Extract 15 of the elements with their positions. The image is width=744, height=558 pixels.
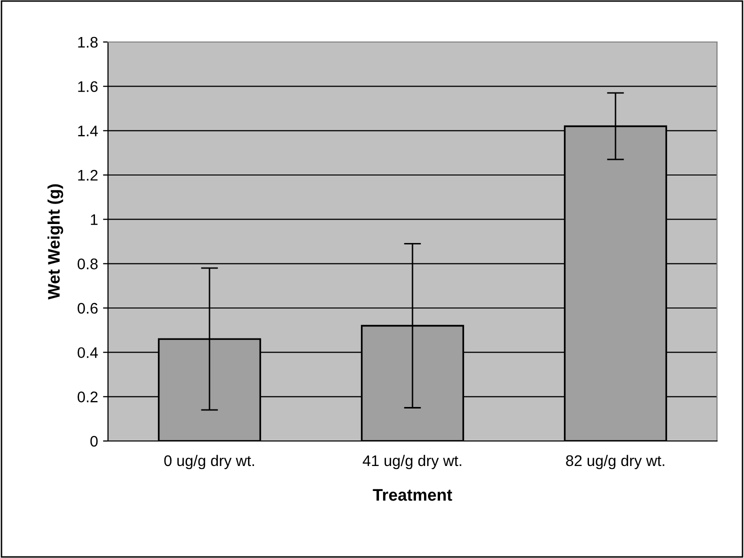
y-tick-label: 1.4 — [78, 126, 98, 136]
y-tick-label: 1 — [90, 214, 98, 225]
y-tick-label: 0.4 — [78, 347, 98, 358]
x-axis-title: Treatment — [372, 489, 452, 501]
y-tick-label: 1.2 — [78, 170, 98, 181]
y-tick-label: 0.2 — [78, 392, 98, 402]
x-tick-label: 82 ug/g dry wt. — [566, 454, 664, 470]
y-tick-label: 0.6 — [78, 302, 98, 314]
x-tick-label: 0 ug/g dry wt. — [164, 454, 254, 470]
y-tick-label: 1.6 — [78, 81, 98, 92]
x-tick-label: 41 ug/g dry wt. — [362, 454, 462, 470]
y-axis-title: Wet Weight (g) — [48, 184, 64, 300]
y-tick-label: 1.8 — [78, 36, 98, 48]
y-tick-label: 0 — [90, 436, 98, 447]
y-tick-label: 0.8 — [78, 258, 98, 270]
